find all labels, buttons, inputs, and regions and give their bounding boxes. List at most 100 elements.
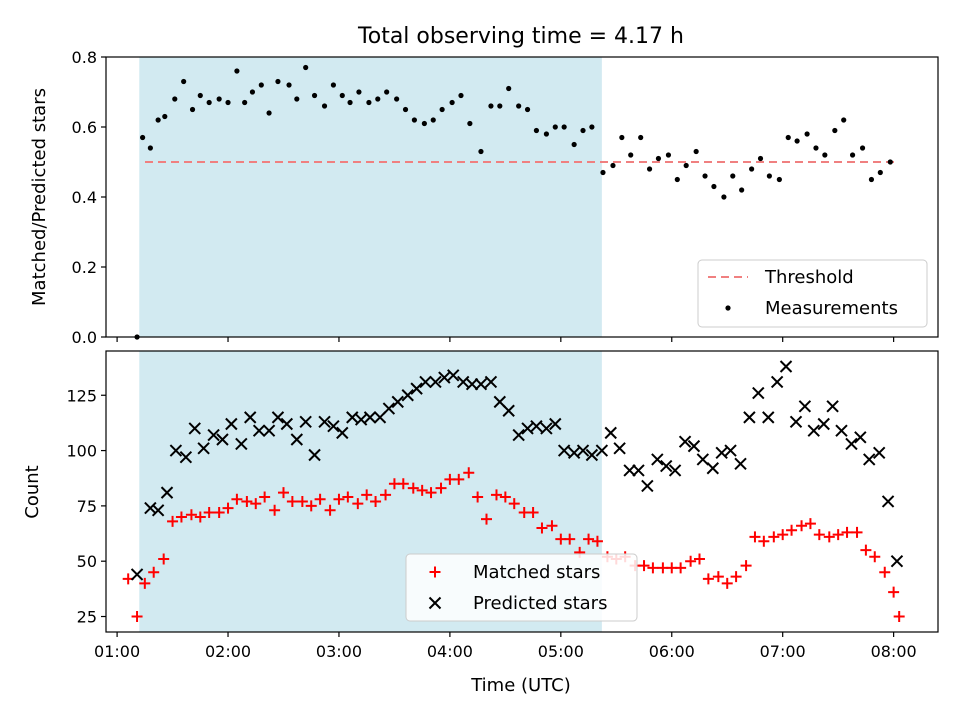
top-point bbox=[430, 117, 436, 123]
bottom-point bbox=[456, 375, 470, 389]
bottom-point bbox=[595, 444, 609, 457]
bottom-point bbox=[252, 424, 266, 437]
top-point bbox=[181, 78, 187, 85]
bottom-point bbox=[438, 371, 451, 384]
bottom-point bbox=[777, 529, 789, 541]
bottom-point bbox=[564, 533, 576, 545]
bottom-point bbox=[687, 439, 701, 453]
bottom-point bbox=[296, 495, 308, 507]
top-point bbox=[286, 82, 292, 88]
top-point bbox=[693, 148, 699, 155]
top-point bbox=[506, 85, 512, 92]
top-point bbox=[225, 99, 231, 106]
bottom-point bbox=[724, 444, 737, 457]
bottom-point bbox=[530, 420, 543, 433]
predicted-stars-legend-swatch bbox=[428, 596, 442, 610]
bottom-point bbox=[786, 524, 798, 536]
bottom-point bbox=[213, 507, 225, 519]
bottom-point bbox=[333, 493, 345, 505]
top-point bbox=[339, 92, 345, 99]
bottom-point bbox=[734, 457, 747, 471]
bottom-point bbox=[540, 422, 553, 435]
bottom-point bbox=[244, 411, 257, 424]
bottom-point bbox=[222, 502, 234, 514]
top-point bbox=[628, 152, 634, 158]
bottom-point bbox=[435, 482, 447, 494]
top-point bbox=[794, 138, 800, 144]
bottom-point bbox=[453, 473, 465, 485]
bottom-point bbox=[194, 511, 206, 523]
bottom-point bbox=[241, 495, 253, 507]
top-point bbox=[294, 96, 300, 102]
top-point bbox=[619, 134, 625, 141]
bottom-point bbox=[380, 489, 392, 501]
bottom-point bbox=[749, 531, 761, 543]
bottom-point bbox=[715, 446, 728, 459]
bottom-point bbox=[269, 504, 281, 516]
top-point bbox=[600, 169, 606, 176]
top-point bbox=[749, 166, 755, 172]
bottom-point bbox=[869, 551, 881, 563]
bottom-point bbox=[160, 486, 174, 499]
bottom-point bbox=[277, 487, 289, 499]
bottom-point bbox=[779, 360, 793, 373]
top-point bbox=[516, 103, 522, 109]
bottom-y-tick-label: 100 bbox=[66, 442, 97, 461]
bottom-point bbox=[484, 375, 498, 389]
bottom-point bbox=[391, 395, 404, 409]
bottom-point bbox=[416, 484, 428, 496]
bottom-point bbox=[743, 411, 756, 424]
top-point bbox=[638, 134, 644, 141]
bottom-point bbox=[696, 453, 710, 466]
bottom-point bbox=[854, 431, 867, 444]
bottom-point bbox=[706, 462, 720, 475]
bottom-y-tick-label: 125 bbox=[66, 386, 97, 405]
top-point bbox=[766, 173, 772, 179]
bottom-axes-frame bbox=[105, 350, 939, 633]
bottom-point bbox=[225, 417, 238, 431]
bottom-point bbox=[286, 495, 298, 507]
bottom-point bbox=[144, 501, 157, 515]
bottom-point bbox=[216, 433, 229, 446]
top-point bbox=[776, 176, 782, 183]
bottom-point bbox=[872, 446, 886, 459]
top-point bbox=[552, 124, 558, 130]
measurements-legend-label: Measurements bbox=[765, 298, 898, 319]
x-tick-label: 05:00 bbox=[538, 642, 584, 661]
bottom-point bbox=[752, 386, 765, 400]
top-point bbox=[467, 120, 473, 127]
x-tick-label: 02:00 bbox=[205, 642, 251, 661]
bottom-point bbox=[890, 554, 904, 568]
bottom-point bbox=[675, 562, 687, 574]
bottom-point bbox=[685, 555, 697, 567]
bottom-point bbox=[807, 424, 820, 437]
top-point bbox=[868, 176, 875, 183]
top-point bbox=[711, 183, 717, 190]
top-point bbox=[375, 96, 381, 102]
top-point bbox=[813, 145, 819, 151]
bottom-point bbox=[271, 411, 285, 424]
top-point bbox=[580, 127, 586, 134]
top-point bbox=[189, 106, 196, 113]
bottom-point bbox=[419, 375, 432, 389]
top-point bbox=[421, 120, 427, 127]
bottom-point bbox=[758, 535, 770, 547]
bottom-point bbox=[651, 453, 664, 466]
chart-title: Total observing time = 4.17 h bbox=[357, 24, 684, 49]
x-tick-label: 03:00 bbox=[316, 642, 362, 661]
bottom-point bbox=[879, 566, 891, 578]
bottom-point bbox=[638, 560, 650, 572]
threshold-legend-label: Threshold bbox=[764, 267, 854, 288]
top-point bbox=[172, 96, 178, 102]
bottom-point bbox=[370, 495, 382, 507]
top-point bbox=[197, 92, 203, 99]
top-point bbox=[610, 162, 616, 169]
bottom-point bbox=[804, 518, 816, 530]
top-point bbox=[384, 89, 390, 95]
count-legend-box bbox=[405, 553, 638, 622]
top-point bbox=[206, 99, 212, 106]
bottom-point bbox=[175, 511, 187, 523]
top-y-tick-label: 0.6 bbox=[72, 118, 97, 137]
top-point bbox=[589, 124, 595, 130]
bottom-point bbox=[623, 464, 636, 477]
